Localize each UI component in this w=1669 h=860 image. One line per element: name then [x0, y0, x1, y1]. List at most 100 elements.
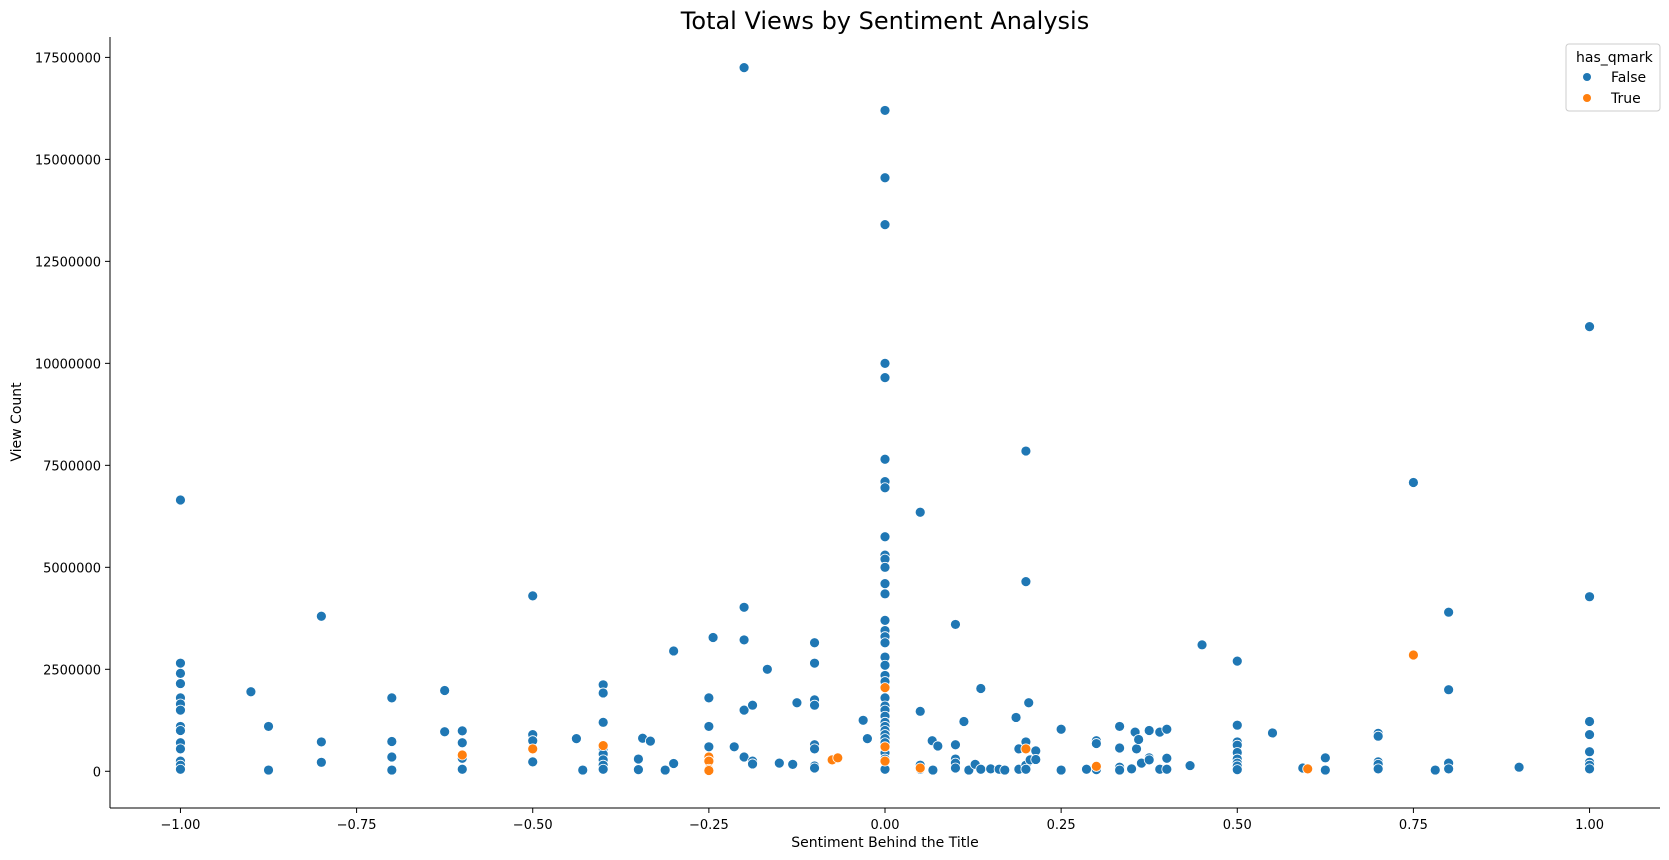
data-point-false [738, 634, 750, 646]
data-point-false [1408, 477, 1419, 488]
data-point-false [439, 726, 451, 738]
data-point-false [1231, 719, 1243, 731]
data-point-false [1319, 752, 1331, 764]
data-point-false [1114, 721, 1126, 732]
data-point-false [439, 685, 451, 696]
y-axis-label: View Count [9, 382, 25, 462]
data-point-false [1513, 761, 1525, 773]
data-point-false [879, 659, 891, 671]
chart-title: Total Views by Sentiment Analysis [680, 7, 1089, 35]
y-tick-label: 7500000 [43, 459, 101, 474]
legend-box [1565, 43, 1661, 112]
data-point-false [456, 763, 468, 775]
data-point-false [703, 692, 715, 704]
data-point-false [175, 667, 186, 679]
legend-marker-true [1583, 94, 1591, 102]
data-point-false [263, 764, 274, 776]
data-point-false [809, 762, 820, 774]
data-point-false [1584, 321, 1595, 333]
data-point-false [1231, 655, 1243, 667]
data-point-false [386, 692, 398, 704]
y-tick-label: 10000000 [35, 357, 101, 372]
legend-label-true: True [1610, 91, 1641, 107]
data-point-false [914, 506, 926, 518]
data-point-false [1161, 723, 1173, 735]
data-point-false [932, 740, 944, 752]
data-point-false [738, 704, 750, 716]
data-point-false [879, 637, 891, 649]
data-point-false [668, 645, 680, 657]
data-point-false [1584, 729, 1595, 740]
data-point-false [597, 763, 609, 775]
data-point-false [263, 721, 274, 732]
data-point-false [175, 678, 186, 689]
data-point-false [315, 610, 327, 622]
data-point-true [879, 741, 891, 753]
data-point-false [747, 758, 758, 770]
y-axis-ticks: 0 2500000 5000000 7500000 10000000 12500000 15… [35, 51, 110, 780]
data-point-false [958, 716, 970, 727]
data-point-false [738, 601, 750, 613]
data-point-false [659, 764, 671, 776]
data-point-false [1020, 763, 1032, 775]
data-point-false [527, 756, 539, 768]
data-point-true [1020, 743, 1032, 755]
data-point-true [456, 749, 468, 761]
data-point-false [386, 736, 398, 747]
x-tick-label: 0.00 [871, 818, 900, 833]
data-point-true [597, 740, 609, 751]
y-tick-label: 12500000 [35, 255, 101, 270]
data-point-false [879, 578, 891, 590]
data-point-false [175, 494, 186, 506]
scatter-points [175, 62, 1595, 776]
data-point-false [386, 751, 398, 763]
data-point-false [791, 697, 803, 709]
data-point-false [571, 733, 582, 745]
data-point-false [787, 758, 799, 770]
legend-label-false: False [1611, 70, 1646, 86]
data-point-false [633, 753, 644, 765]
data-point-false [738, 62, 750, 73]
data-point-false [1443, 606, 1455, 618]
data-point-true [832, 752, 844, 764]
data-point-false [633, 764, 644, 776]
data-point-false [1023, 697, 1035, 709]
data-point-false [1584, 763, 1595, 775]
data-point-false [1231, 764, 1243, 776]
data-point-false [1020, 445, 1032, 457]
data-point-true [879, 755, 891, 767]
data-point-false [861, 733, 873, 745]
data-point-false [761, 663, 773, 675]
data-point-false [1055, 723, 1067, 735]
data-point-false [577, 764, 589, 776]
data-point-false [879, 531, 891, 543]
data-point-false [1030, 754, 1042, 765]
y-tick-label: 17500000 [35, 51, 101, 66]
data-point-false [386, 764, 398, 776]
data-point-false [809, 743, 820, 755]
data-point-false [879, 172, 891, 184]
data-point-false [597, 716, 609, 728]
data-point-false [1372, 763, 1384, 775]
y-tick-label: 15000000 [35, 153, 101, 168]
data-point-false [879, 614, 891, 626]
x-tick-label: 0.50 [1223, 818, 1252, 833]
data-point-false [1161, 763, 1173, 775]
data-point-true [703, 765, 715, 776]
data-point-false [773, 757, 785, 769]
x-tick-label: 0.75 [1399, 818, 1428, 833]
data-point-false [1196, 639, 1208, 651]
data-point-false [1131, 743, 1142, 755]
data-point-false [707, 632, 719, 643]
data-point-true [1090, 760, 1102, 772]
x-axis-ticks: −1.00 −0.75 −0.50 −0.25 0.00 0.25 0.50 0.75 1.00 [161, 808, 1604, 833]
data-point-false [879, 357, 891, 369]
data-point-false [879, 219, 891, 231]
data-point-false [1090, 738, 1102, 749]
data-point-false [1267, 727, 1278, 739]
data-point-true [914, 762, 926, 774]
x-axis-label: Sentiment Behind the Title [791, 835, 978, 851]
data-point-false [1584, 716, 1595, 727]
data-point-false [315, 736, 327, 748]
data-point-false [1184, 760, 1196, 771]
